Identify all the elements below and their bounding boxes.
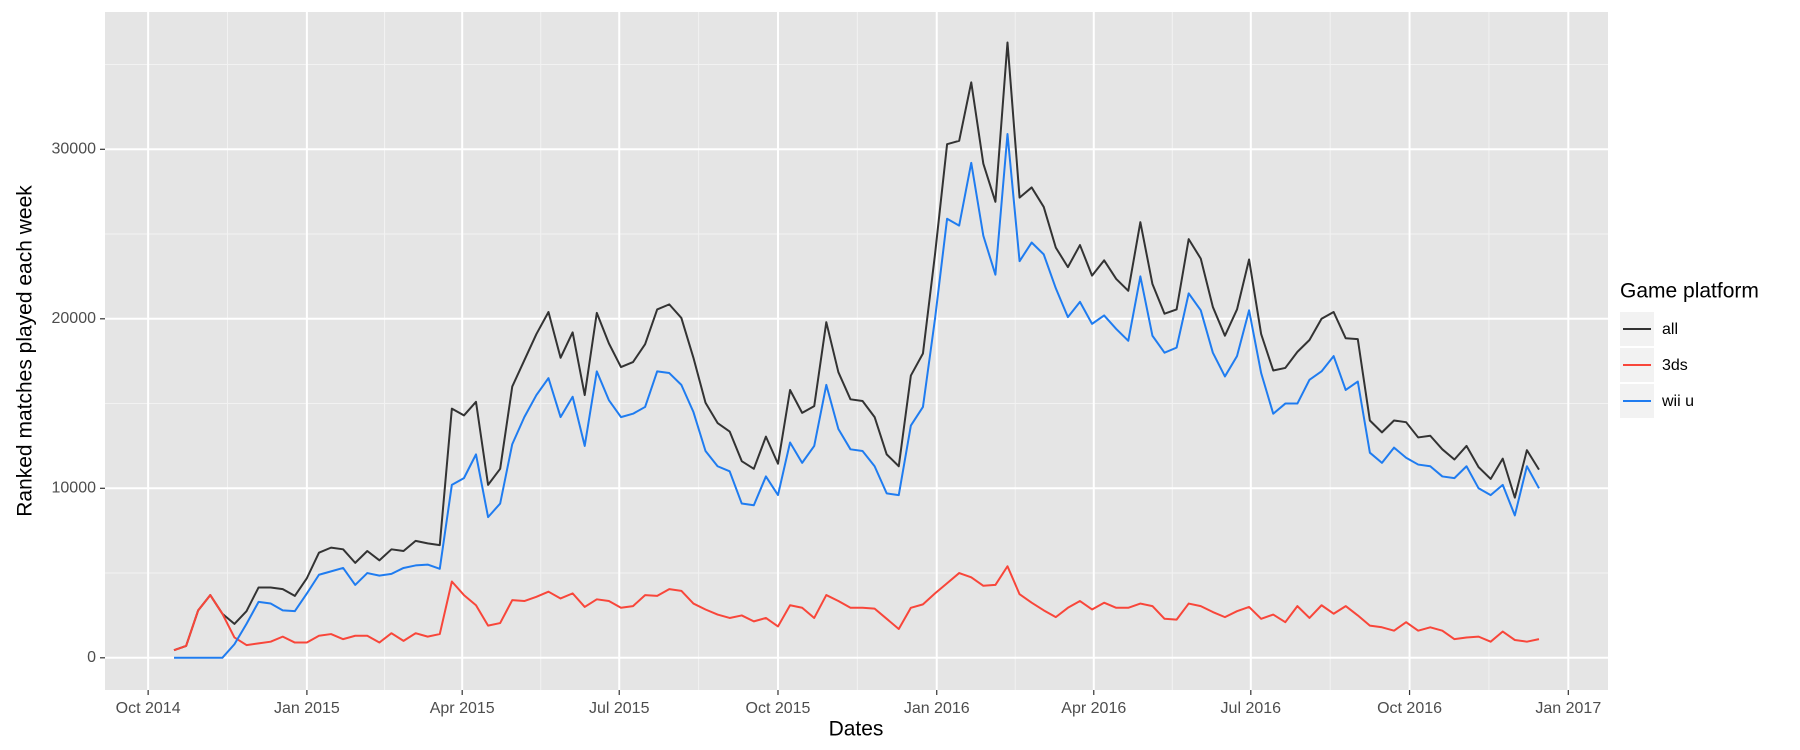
x-tick-label: Apr 2015: [430, 700, 495, 717]
y-axis-title: Ranked matches played each week: [14, 185, 37, 517]
y-tick-label: 30000: [52, 141, 97, 158]
y-tick-label: 0: [87, 649, 96, 666]
axes: 0 10000 20000 30000 Oct 2014 Jan 2015 Apr 2015…: [52, 141, 1602, 718]
x-tick-label: Oct 2016: [1377, 700, 1442, 717]
series-line: [174, 133, 1540, 659]
x-tick-label: Jan 2015: [274, 700, 340, 717]
y-tick-label: 20000: [52, 310, 97, 327]
series-line: [173, 41, 1540, 652]
grid: [105, 12, 1608, 690]
x-tick-label: Oct 2015: [746, 700, 811, 717]
x-axis-title: Dates: [829, 718, 884, 741]
x-tick-label: Apr 2016: [1061, 700, 1126, 717]
legend-label: 3ds: [1662, 357, 1688, 374]
x-tick-label: Oct 2014: [116, 700, 181, 717]
legend-label: all: [1662, 321, 1678, 338]
legend-label: wii u: [1661, 393, 1694, 410]
lines: [173, 41, 1540, 659]
x-tick-label: Jul 2015: [589, 700, 650, 717]
series-line: [173, 565, 1540, 652]
x-tick-label: Jan 2016: [904, 700, 970, 717]
legend-title: Game platform: [1620, 280, 1759, 303]
x-tick-label: Jul 2016: [1221, 700, 1282, 717]
x-tick-label: Jan 2017: [1535, 700, 1601, 717]
y-tick-label: 10000: [52, 480, 97, 497]
plot-panel: [105, 12, 1608, 690]
legend: Game platform all 3ds wii u: [1620, 280, 1759, 418]
